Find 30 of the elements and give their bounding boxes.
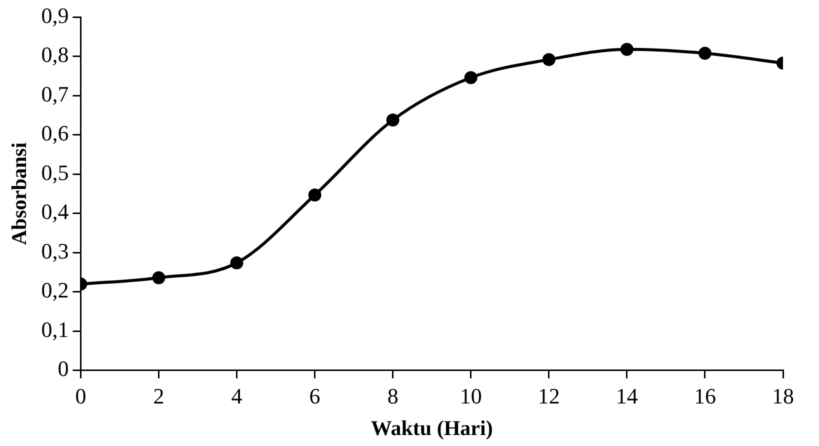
y-tick-label: 0,2 xyxy=(41,278,69,303)
point xyxy=(698,46,712,60)
x-tick-label: 16 xyxy=(694,383,716,408)
point xyxy=(386,114,400,127)
y-tick-label: 0,8 xyxy=(41,42,69,68)
y-tick-label: 0,3 xyxy=(41,238,69,264)
x-tick-label: 10 xyxy=(460,383,482,408)
point xyxy=(620,42,634,56)
x-tick-label: 0 xyxy=(75,383,86,408)
point xyxy=(308,188,322,202)
point xyxy=(464,71,478,84)
y-tick-label: 0,4 xyxy=(41,199,69,224)
y-tick-label: 0,6 xyxy=(41,120,69,146)
point xyxy=(542,53,556,66)
x-tick-label: 14 xyxy=(616,383,638,408)
x-tick-label: 6 xyxy=(309,383,320,408)
y-axis-title: Absorbansi xyxy=(7,142,32,246)
point xyxy=(152,271,166,284)
x-tick-label: 18 xyxy=(772,383,794,408)
y-tick-label: 0,1 xyxy=(41,316,69,342)
x-tick-label: 2 xyxy=(153,383,164,408)
point xyxy=(230,256,244,270)
y-tick-label: 0,7 xyxy=(41,81,69,106)
x-axis-title: Waktu (Hari) xyxy=(370,416,493,440)
x-tick-label: 8 xyxy=(387,383,398,408)
y-tick-label: 0 xyxy=(58,356,69,382)
y-tick-label: 0,5 xyxy=(41,160,69,185)
y-tick-label: 0,9 xyxy=(41,2,69,28)
x-tick-label: 12 xyxy=(538,383,560,408)
x-tick-label: 4 xyxy=(231,383,242,408)
